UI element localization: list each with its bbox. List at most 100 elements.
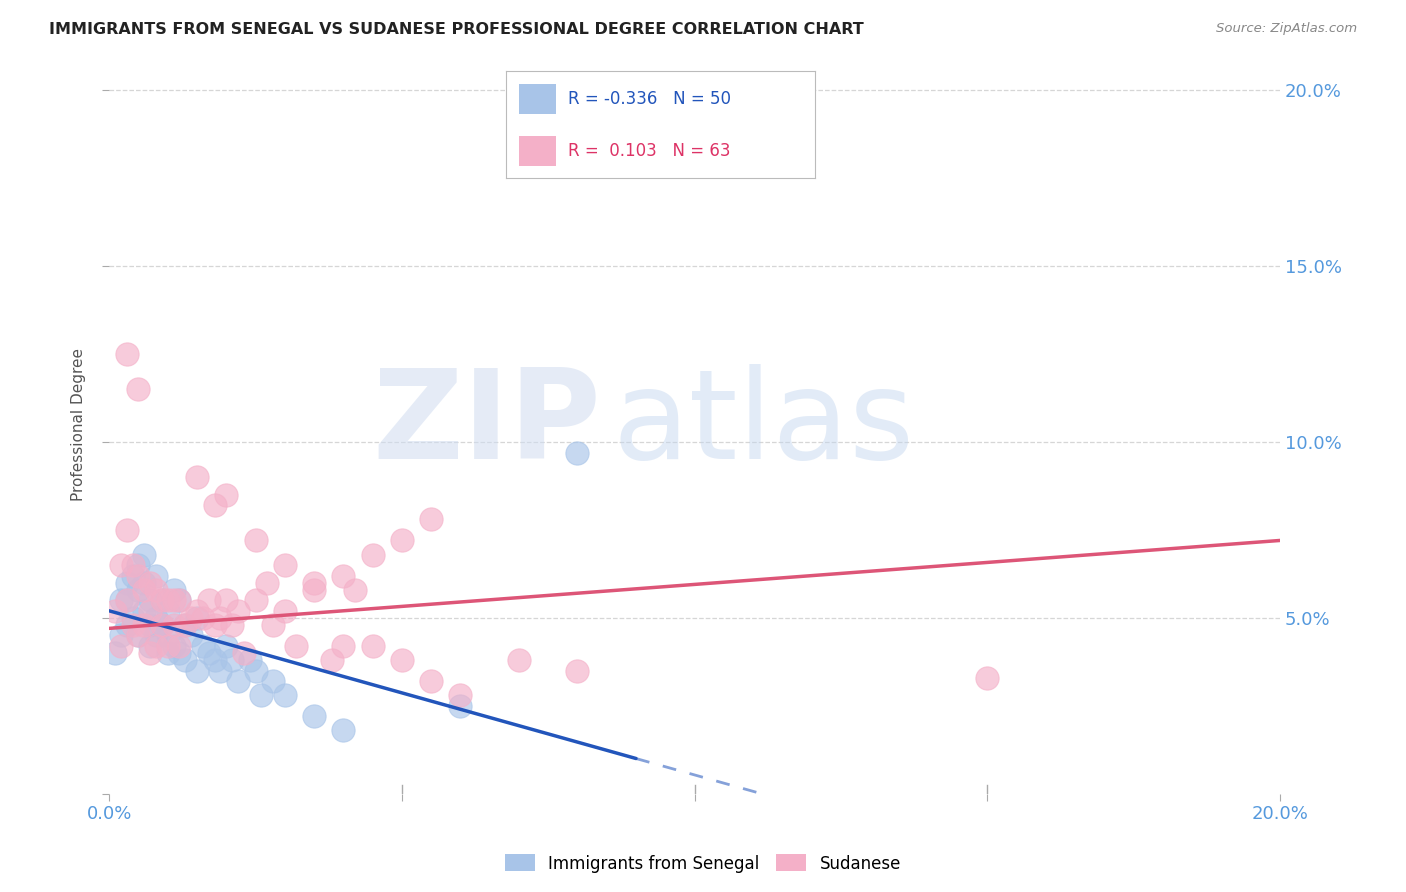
Point <box>191 611 214 625</box>
Point <box>209 664 232 678</box>
Point <box>221 618 243 632</box>
Point <box>420 512 443 526</box>
Point <box>121 568 143 582</box>
Point <box>115 593 138 607</box>
Point <box>232 646 254 660</box>
Point <box>150 593 173 607</box>
Point <box>209 611 232 625</box>
Point <box>110 639 132 653</box>
Text: ZIP: ZIP <box>373 364 600 485</box>
Point <box>449 698 471 713</box>
Point <box>567 664 589 678</box>
Text: R = -0.336   N = 50: R = -0.336 N = 50 <box>568 90 731 108</box>
Point <box>134 548 156 562</box>
Point <box>139 575 162 590</box>
Point <box>262 674 284 689</box>
Point <box>156 639 179 653</box>
Point <box>226 604 249 618</box>
Point <box>104 646 127 660</box>
Point <box>250 688 273 702</box>
Point <box>180 628 202 642</box>
Point <box>145 639 167 653</box>
Point <box>162 618 184 632</box>
Point <box>274 558 297 572</box>
Point <box>121 611 143 625</box>
Point <box>127 382 149 396</box>
Point <box>197 593 219 607</box>
Point <box>145 582 167 597</box>
Point <box>245 664 267 678</box>
Point <box>285 639 308 653</box>
Point <box>332 568 354 582</box>
Point <box>344 582 367 597</box>
Point <box>204 498 226 512</box>
Point <box>274 688 297 702</box>
Point <box>226 674 249 689</box>
Point <box>156 593 179 607</box>
Point <box>115 347 138 361</box>
Point <box>156 646 179 660</box>
Point <box>420 674 443 689</box>
Point <box>156 628 179 642</box>
Point <box>321 653 343 667</box>
Point <box>139 604 162 618</box>
Point <box>162 639 184 653</box>
Point <box>115 523 138 537</box>
Point <box>127 582 149 597</box>
Bar <box>519 136 555 166</box>
Point <box>245 533 267 548</box>
Point <box>134 618 156 632</box>
Point <box>391 653 413 667</box>
Point <box>121 558 143 572</box>
Point <box>127 558 149 572</box>
Point <box>215 488 238 502</box>
Point <box>976 671 998 685</box>
Point <box>186 611 208 625</box>
Point <box>186 664 208 678</box>
Point <box>115 593 138 607</box>
Point <box>104 604 127 618</box>
Point <box>134 604 156 618</box>
Text: Source: ZipAtlas.com: Source: ZipAtlas.com <box>1216 22 1357 36</box>
Point <box>391 533 413 548</box>
Point <box>197 646 219 660</box>
Point <box>145 628 167 642</box>
Point <box>110 558 132 572</box>
Point <box>245 593 267 607</box>
Text: atlas: atlas <box>613 364 915 485</box>
Point <box>302 575 325 590</box>
Point <box>332 639 354 653</box>
Point <box>508 653 530 667</box>
Point <box>239 653 262 667</box>
Point <box>169 593 191 607</box>
Point <box>302 709 325 723</box>
Point <box>162 582 184 597</box>
Point <box>361 548 384 562</box>
Point <box>186 470 208 484</box>
Point <box>174 618 197 632</box>
Point <box>127 568 149 582</box>
Point <box>150 618 173 632</box>
Point <box>174 618 197 632</box>
Point <box>145 611 167 625</box>
Point <box>156 604 179 618</box>
Point <box>139 646 162 660</box>
Point <box>221 653 243 667</box>
Point <box>110 593 132 607</box>
Point <box>274 604 297 618</box>
Point <box>256 575 278 590</box>
Point <box>262 618 284 632</box>
Point <box>115 575 138 590</box>
Point <box>121 618 143 632</box>
Bar <box>519 84 555 114</box>
Point <box>332 723 354 738</box>
Point <box>115 618 138 632</box>
Y-axis label: Professional Degree: Professional Degree <box>72 348 86 501</box>
Point <box>186 604 208 618</box>
Point <box>145 568 167 582</box>
Point <box>174 653 197 667</box>
Point <box>139 639 162 653</box>
Point <box>215 593 238 607</box>
Point <box>169 639 191 653</box>
Point <box>169 593 191 607</box>
